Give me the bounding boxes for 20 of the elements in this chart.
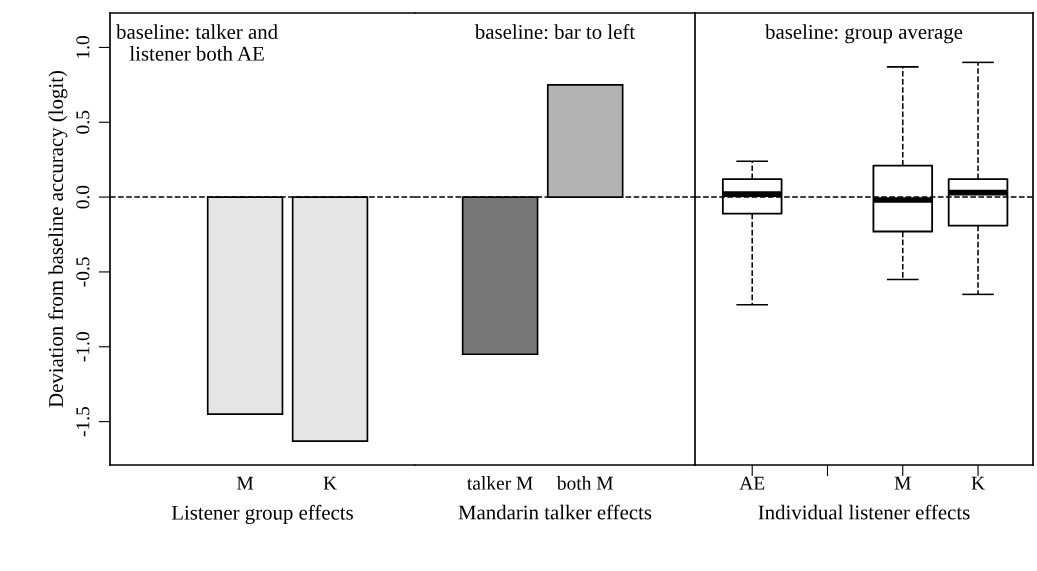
x-tick-label: both M [556,476,613,490]
x-tick-label: K [971,476,985,490]
y-tick-label: -1.0 [76,332,90,362]
x-axis-title: Individual listener effects [758,504,970,520]
chart-title: baseline: bar to left [474,24,635,40]
y-tick-label: 0.0 [76,185,90,209]
y-tick-label: -0.5 [76,257,90,287]
y-tick-label: 0.5 [76,110,90,134]
x-axis-title: Mandarin talker effects [458,504,652,520]
y-axis-title: Deviation from baseline accuracy (logit) [48,71,68,408]
y-tick-label: -1.5 [76,406,90,437]
x-tick-label: talker M [467,476,533,490]
y-tick-label: 1.0 [76,36,90,58]
x-axis-title: Listener group effects [171,504,353,525]
chart-title: baseline: group average [765,24,963,44]
text: baseline: talker and listener both AE [116,24,278,61]
x-tick-label: M [894,476,911,490]
x-tick-label: K [323,476,337,490]
x-tick-label: M [237,476,254,490]
x-tick-label: AE [739,476,765,490]
